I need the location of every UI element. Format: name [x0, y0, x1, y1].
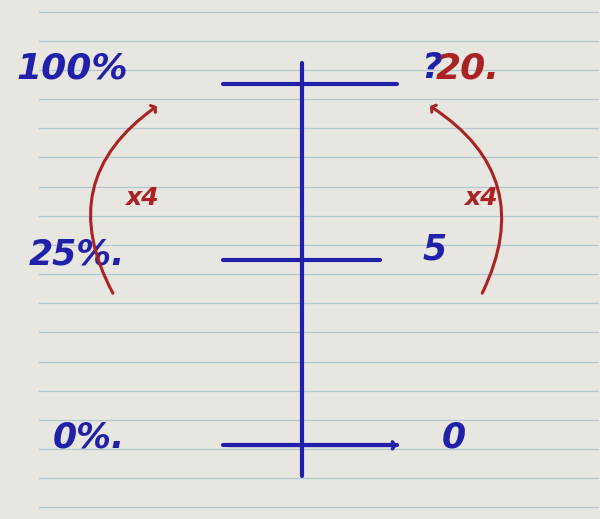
Text: ?: ? — [422, 51, 456, 86]
Text: x4: x4 — [125, 186, 159, 210]
Text: 5: 5 — [422, 232, 446, 266]
Text: 20.: 20. — [436, 51, 500, 86]
Text: 0%.: 0%. — [53, 420, 125, 455]
Text: 0: 0 — [442, 420, 466, 455]
Text: 100%: 100% — [17, 51, 128, 86]
Text: x4: x4 — [464, 186, 498, 210]
Text: 25%.: 25%. — [29, 237, 125, 271]
